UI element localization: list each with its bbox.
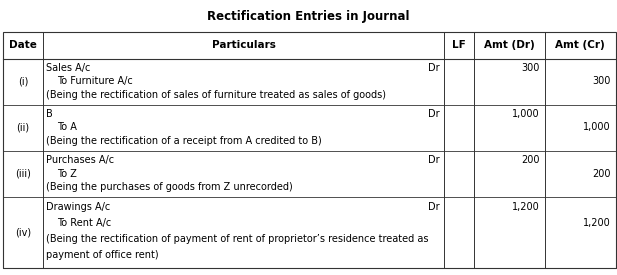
Text: Purchases A/c: Purchases A/c [46, 155, 114, 165]
Text: To Furniture A/c: To Furniture A/c [57, 76, 133, 86]
Text: Amt (Dr): Amt (Dr) [484, 40, 535, 50]
Text: Dr: Dr [428, 155, 439, 165]
Text: (iv): (iv) [15, 227, 31, 238]
Text: To Rent A/c: To Rent A/c [57, 218, 112, 228]
Text: To A: To A [57, 122, 77, 133]
Text: Date: Date [9, 40, 37, 50]
Text: 300: 300 [592, 76, 611, 86]
Text: 1,200: 1,200 [583, 218, 611, 228]
Text: 200: 200 [592, 169, 611, 178]
Text: Dr: Dr [428, 109, 439, 119]
Bar [3, 32, 616, 268]
Text: (iii): (iii) [15, 169, 31, 179]
Text: 1,200: 1,200 [512, 202, 540, 212]
Text: (Being the rectification of sales of furniture treated as sales of goods): (Being the rectification of sales of fur… [46, 90, 386, 100]
Text: Drawings A/c: Drawings A/c [46, 202, 110, 212]
Text: LF: LF [452, 40, 466, 50]
Text: Dr: Dr [428, 202, 439, 212]
Text: (i): (i) [18, 77, 28, 87]
Text: (Being the rectification of a receipt from A credited to B): (Being the rectification of a receipt fr… [46, 136, 322, 146]
Text: 300: 300 [521, 63, 540, 73]
Text: Rectification Entries in Journal: Rectification Entries in Journal [207, 10, 410, 23]
Text: (Being the rectification of payment of rent of proprietor’s residence treated as: (Being the rectification of payment of r… [46, 234, 429, 244]
Text: Dr: Dr [428, 63, 439, 73]
Text: 1,000: 1,000 [512, 109, 540, 119]
Text: B: B [46, 109, 53, 119]
Text: To Z: To Z [57, 169, 77, 178]
Text: Sales A/c: Sales A/c [46, 63, 91, 73]
Text: 1,000: 1,000 [583, 122, 611, 133]
Text: (ii): (ii) [17, 123, 30, 133]
Text: Particulars: Particulars [212, 40, 276, 50]
Text: payment of office rent): payment of office rent) [46, 250, 159, 260]
Text: 200: 200 [521, 155, 540, 165]
Text: (Being the purchases of goods from Z unrecorded): (Being the purchases of goods from Z unr… [46, 182, 293, 192]
Text: Amt (Cr): Amt (Cr) [555, 40, 605, 50]
